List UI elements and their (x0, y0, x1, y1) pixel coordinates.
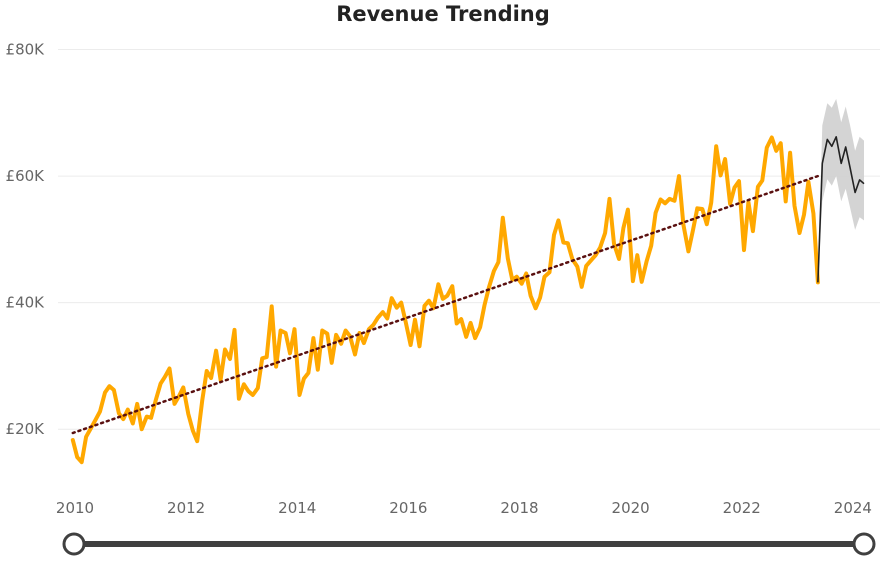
trend-line (71, 174, 820, 435)
x-tick-label: 2014 (278, 499, 316, 517)
actual-revenue-series (70, 135, 820, 465)
gridlines (58, 49, 880, 430)
date-range-slider[interactable] (62, 532, 876, 556)
x-axis-tick-labels: 2010 2012 2014 2016 2018 2020 2022 2024 (56, 499, 872, 517)
slider-end-handle[interactable] (852, 532, 876, 556)
y-tick-label: £40K (6, 294, 46, 312)
slider-start-handle[interactable] (62, 532, 86, 556)
forecast-band-area (817, 98, 864, 283)
x-tick-label: 2012 (167, 499, 205, 517)
x-tick-label: 2018 (500, 499, 538, 517)
x-tick-label: 2016 (389, 499, 427, 517)
y-tick-label: £80K (6, 41, 46, 59)
x-tick-label: 2020 (612, 499, 650, 517)
y-axis-tick-labels: £20K £40K £60K £80K (6, 41, 46, 439)
x-tick-label: 2024 (834, 499, 872, 517)
y-tick-label: £20K (6, 420, 46, 438)
x-tick-label: 2010 (56, 499, 94, 517)
forecast-confidence-band (817, 98, 864, 283)
chart-title: Revenue Trending (336, 2, 550, 26)
x-tick-label: 2022 (723, 499, 761, 517)
y-tick-label: £60K (6, 167, 46, 185)
forecast-series (817, 136, 865, 283)
trend-line-path (71, 174, 820, 435)
forecast-line (817, 136, 865, 283)
actual-revenue-line (70, 135, 820, 465)
